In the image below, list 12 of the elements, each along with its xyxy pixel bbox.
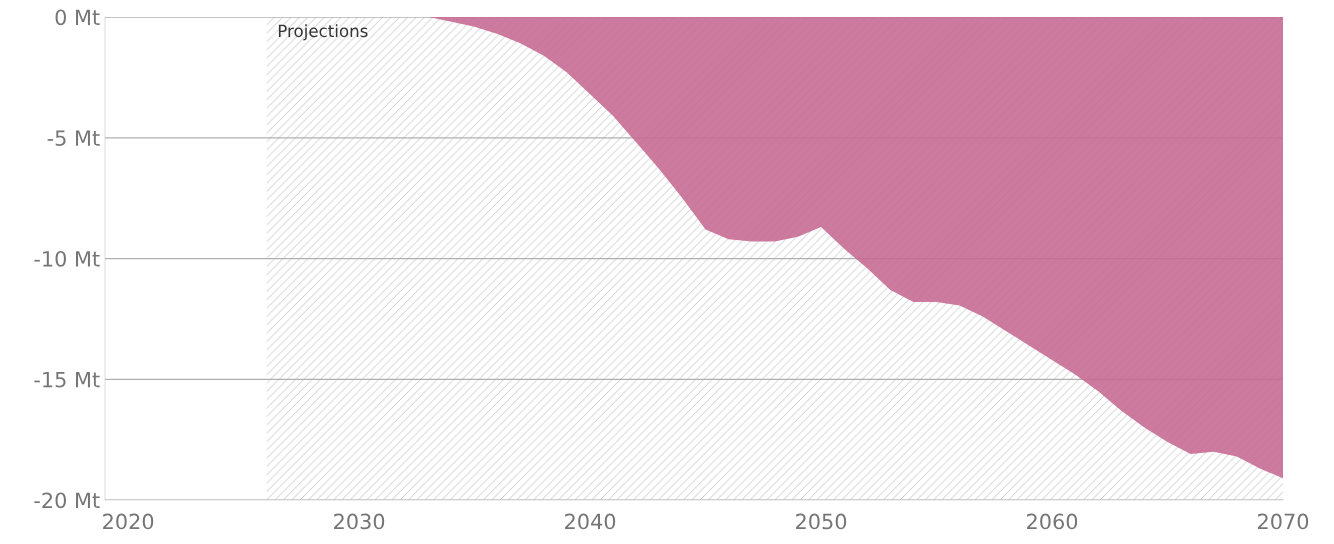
band-label: Projections [278,24,368,41]
x-tick-label: 2050 [796,513,847,530]
x-tick-label: 2040 [565,513,616,530]
x-tick-label: 2070 [1258,513,1309,530]
y-tick-label: -15 Mt [34,371,100,388]
y-tick-label: -10 Mt [34,250,100,267]
x-tick-label: 2060 [1027,513,1078,530]
y-tick-label: -5 Mt [47,130,100,146]
x-tick-label: 2030 [334,513,385,530]
y-tick-label: -20 Mt [34,492,100,509]
x-tick-label: 2020 [103,513,154,530]
y-tick-label: 0 Mt [55,9,100,26]
